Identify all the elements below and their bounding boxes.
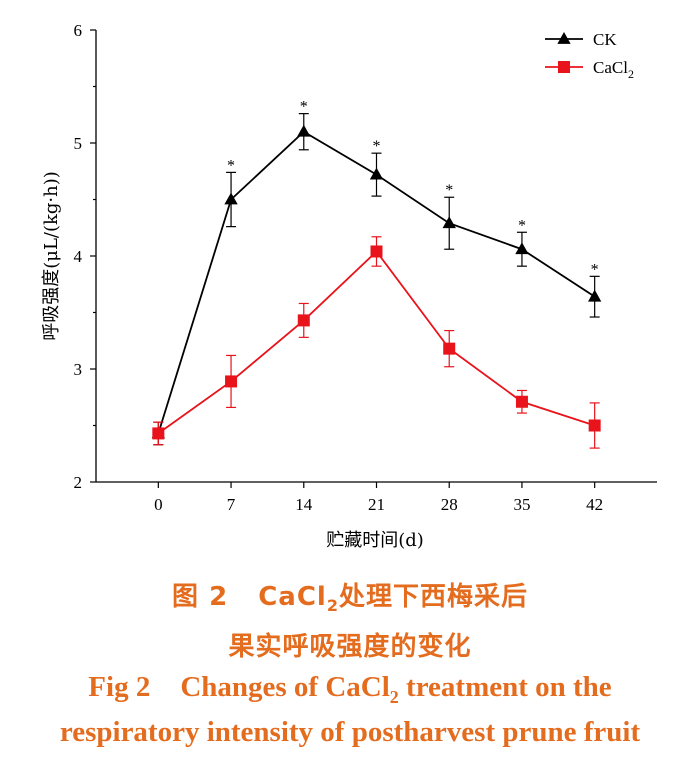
significance-star: *: [373, 138, 381, 155]
significance-star: *: [300, 99, 308, 116]
significance-star: *: [227, 157, 235, 174]
caption-en-title-c: respiratory intensity of postharvest pru…: [59, 716, 641, 748]
series-line: [157, 250, 595, 435]
x-tick-label: 0: [154, 495, 163, 514]
legend-label: CK: [593, 30, 617, 49]
caption-cn-line-2: 果实呼吸强度的变化: [0, 626, 700, 663]
data-point-square: [588, 419, 601, 432]
legend-marker: [557, 32, 571, 44]
significance-star: *: [518, 217, 526, 234]
x-tick-label: 35: [513, 495, 530, 514]
caption-en-figure-number: Fig 2: [88, 671, 151, 703]
x-tick-label: 7: [227, 495, 236, 514]
series-cacl2: [152, 236, 601, 449]
series-ck: * * * * * *: [151, 99, 602, 446]
data-point-square: [515, 395, 528, 408]
x-ticks: 0 7 14 21 28 35 42: [154, 482, 603, 514]
y-tick-label: 5: [74, 134, 83, 153]
x-tick-label: 42: [586, 495, 603, 514]
caption-en-title-b: treatment on the: [398, 671, 612, 703]
data-point-square: [152, 427, 165, 440]
y-tick-label: 3: [74, 360, 83, 379]
legend-label-subscript: 2: [628, 67, 634, 81]
significance-star: *: [445, 182, 453, 199]
caption-en-line-2: respiratory intensity of postharvest pru…: [0, 716, 700, 749]
y-ticks: 2 3 4 5 6: [74, 21, 96, 492]
x-tick-label: 21: [368, 495, 385, 514]
caption-cn-title-b: 处理下西梅采后: [338, 582, 528, 612]
data-point-triangle: [588, 289, 602, 302]
x-tick-label: 28: [441, 495, 458, 514]
caption-cn-subscript: 2: [326, 596, 339, 616]
caption-cn-line-1: 图 2 CaCl2处理下西梅采后: [0, 576, 700, 615]
caption-cn-title-a: CaCl: [258, 582, 327, 612]
y-tick-label: 2: [74, 473, 83, 492]
significance-star: *: [591, 261, 599, 278]
data-point-square: [225, 375, 238, 388]
data-point-triangle: [369, 167, 384, 180]
data-point-square: [297, 314, 310, 327]
caption-en-subscript: 2: [389, 686, 399, 707]
data-point-triangle: [297, 124, 311, 137]
y-axis-label: 呼吸强度(μL/(kg·h)): [41, 171, 62, 341]
data-point-square: [443, 342, 456, 355]
data-point-triangle: [515, 242, 529, 255]
legend-marker: [558, 61, 570, 73]
y-tick-label: 6: [74, 21, 83, 40]
y-tick-label: 4: [74, 247, 83, 266]
caption-en-title-a: Changes of CaCl: [180, 671, 390, 703]
legend: CK CaCl2: [545, 30, 634, 81]
x-axis-label: 贮藏时间(d): [326, 530, 424, 551]
caption-en-line-1: Fig 2 Changes of CaCl2 treatment on the: [0, 671, 700, 708]
x-tick-label: 14: [295, 495, 313, 514]
legend-label: CaCl2: [593, 58, 634, 81]
caption-cn-figure-number: 图 2: [172, 582, 229, 612]
data-point-square: [370, 245, 383, 258]
series-layer: * * * * * *: [151, 99, 602, 449]
data-point-triangle: [224, 192, 238, 205]
caption-cn-title-c: 果实呼吸强度的变化: [228, 632, 472, 662]
data-point-triangle: [442, 216, 456, 229]
